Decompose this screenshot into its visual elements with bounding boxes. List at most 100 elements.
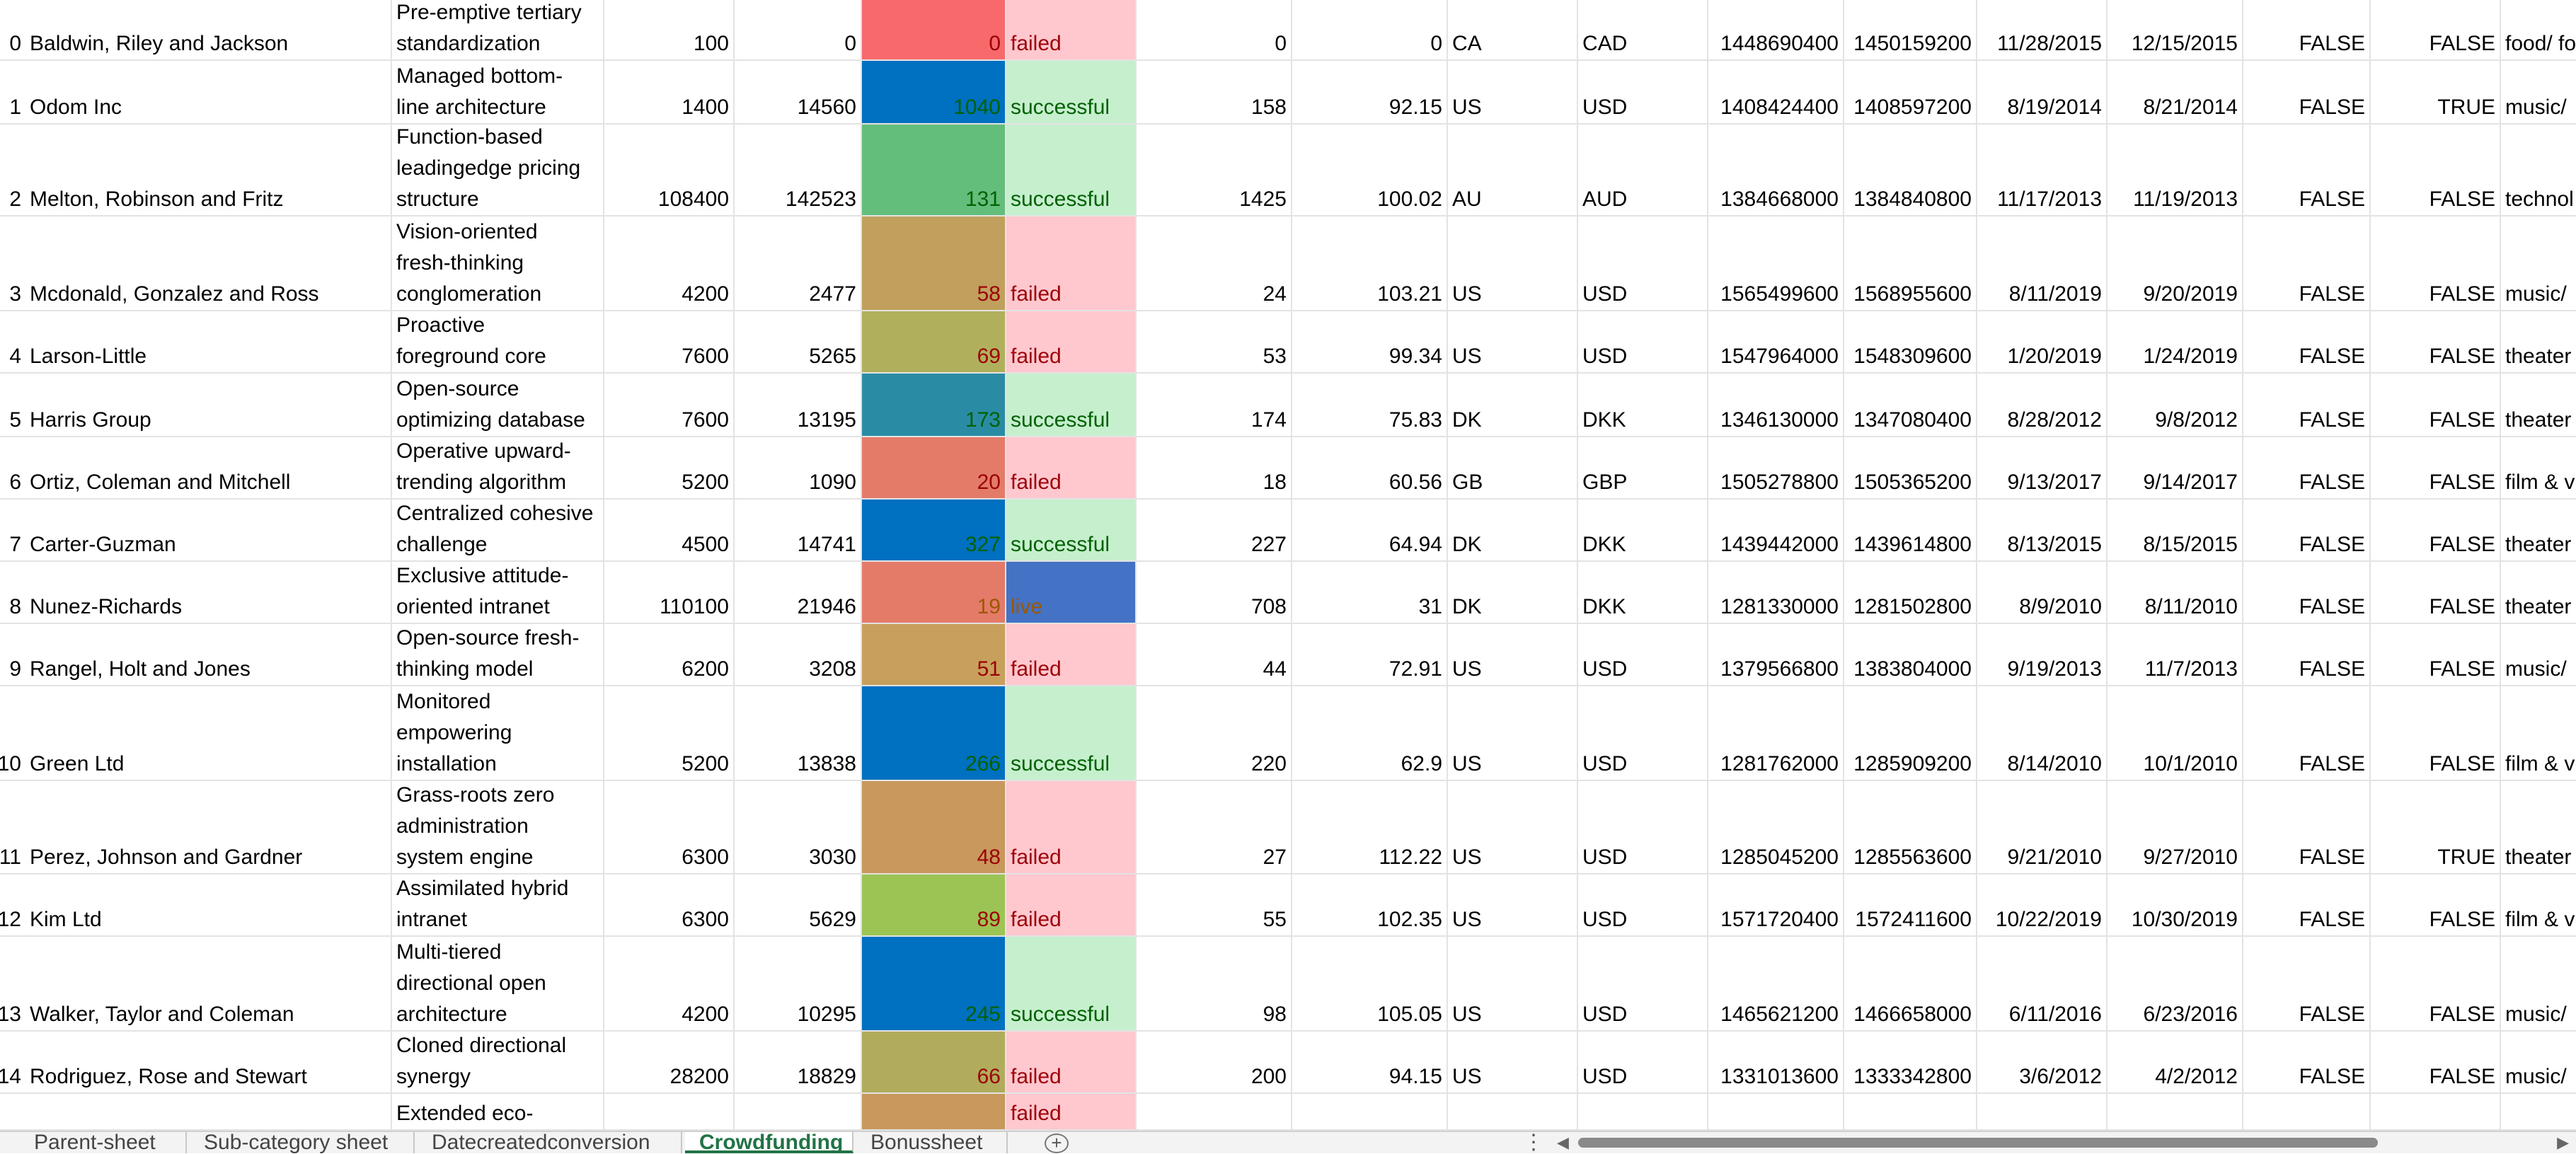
cell-end[interactable]: 9/20/2019 bbox=[2108, 217, 2243, 310]
cell-country[interactable]: US bbox=[1448, 624, 1578, 685]
cell-percent[interactable]: 327 bbox=[862, 500, 1006, 560]
cell-pledged[interactable]: 5629 bbox=[735, 875, 862, 935]
cell-pledged[interactable]: 2477 bbox=[735, 217, 862, 310]
cell-deadline[interactable]: 1285563600 bbox=[1844, 781, 1977, 873]
cell-outcome[interactable]: successful bbox=[1006, 500, 1137, 560]
cell-blurb[interactable]: Function-based leadingedge pricing structu… bbox=[392, 125, 604, 215]
sheet-tab[interactable]: Bonussheet bbox=[856, 1132, 1008, 1153]
cell-pledged[interactable]: 1090 bbox=[735, 437, 862, 498]
cell-start[interactable]: 8/28/2012 bbox=[1977, 374, 2108, 436]
cell-spotlight[interactable]: FALSE bbox=[2371, 624, 2501, 685]
cell-company[interactable]: Baldwin, Riley and Jackson bbox=[25, 0, 392, 59]
cell-spotlight[interactable]: TRUE bbox=[2371, 61, 2501, 123]
cell-backers[interactable]: 27 bbox=[1137, 781, 1292, 873]
cell-deadline[interactable]: 1505365200 bbox=[1844, 437, 1977, 498]
cell-country[interactable]: US bbox=[1448, 1032, 1578, 1092]
cell-avg[interactable]: 92.15 bbox=[1292, 61, 1448, 123]
cell-goal[interactable]: 4500 bbox=[604, 500, 735, 560]
cell-deadline[interactable]: 1408597200 bbox=[1844, 61, 1977, 123]
cell-percent[interactable]: 131 bbox=[862, 125, 1006, 215]
cell-outcome[interactable]: live bbox=[1006, 562, 1137, 623]
cell-pledged[interactable]: 14560 bbox=[735, 61, 862, 123]
cell-company[interactable]: Ortiz, Coleman and Mitchell bbox=[25, 437, 392, 498]
cell-currency[interactable]: USD bbox=[1578, 1032, 1708, 1092]
cell-backers[interactable]: 44 bbox=[1137, 624, 1292, 685]
scroll-left-icon[interactable]: ◀ bbox=[1557, 1133, 1569, 1151]
cell-backers[interactable]: 1425 bbox=[1137, 125, 1292, 215]
cell-avg[interactable]: 62.9 bbox=[1292, 686, 1448, 780]
cell-end[interactable]: 10/30/2019 bbox=[2108, 875, 2243, 935]
cell-id[interactable]: 10 bbox=[0, 752, 21, 775]
cell-spotlight[interactable] bbox=[2371, 1094, 2501, 1129]
cell-start[interactable]: 1/20/2019 bbox=[1977, 311, 2108, 372]
cell-pledged[interactable]: 13838 bbox=[735, 686, 862, 780]
cell-company[interactable]: Melton, Robinson and Fritz bbox=[25, 125, 392, 215]
cell-percent[interactable]: 0 bbox=[862, 0, 1006, 59]
cell-launched[interactable]: 1565499600 bbox=[1708, 217, 1844, 310]
cell-deadline[interactable]: 1333342800 bbox=[1844, 1032, 1977, 1092]
cell-staff-pick[interactable]: FALSE bbox=[2243, 0, 2371, 59]
cell-id[interactable]: 4 bbox=[9, 345, 21, 368]
cell-staff-pick[interactable]: FALSE bbox=[2243, 937, 2371, 1030]
cell-start[interactable]: 11/17/2013 bbox=[1977, 125, 2108, 215]
cell-blurb[interactable]: Multi-tiered directional open architecture bbox=[392, 937, 604, 1030]
cell-spotlight[interactable]: FALSE bbox=[2371, 875, 2501, 935]
cell-start[interactable]: 6/11/2016 bbox=[1977, 937, 2108, 1030]
cell-staff-pick[interactable]: FALSE bbox=[2243, 686, 2371, 780]
cell-avg[interactable]: 31 bbox=[1292, 562, 1448, 623]
cell-launched[interactable]: 1331013600 bbox=[1708, 1032, 1844, 1092]
cell-category[interactable]: music/ bbox=[2501, 1032, 2576, 1092]
cell-currency[interactable]: USD bbox=[1578, 217, 1708, 310]
cell-goal[interactable]: 100 bbox=[604, 0, 735, 59]
cell-end[interactable]: 9/14/2017 bbox=[2108, 437, 2243, 498]
cell-backers[interactable]: 55 bbox=[1137, 875, 1292, 935]
cell-company[interactable]: Walker, Taylor and Coleman bbox=[25, 937, 392, 1030]
cell-spotlight[interactable]: FALSE bbox=[2371, 1032, 2501, 1092]
cell-outcome[interactable]: failed bbox=[1006, 1032, 1137, 1092]
cell-blurb[interactable]: Grass-roots zero administration system eng… bbox=[392, 781, 604, 873]
cell-percent[interactable]: 66 bbox=[862, 1032, 1006, 1092]
cell-category[interactable]: theater bbox=[2501, 781, 2576, 873]
cell-avg[interactable]: 112.22 bbox=[1292, 781, 1448, 873]
cell-deadline[interactable]: 1568955600 bbox=[1844, 217, 1977, 310]
cell-currency[interactable]: USD bbox=[1578, 686, 1708, 780]
cell-company[interactable]: Larson-Little bbox=[25, 311, 392, 372]
cell-outcome[interactable]: failed bbox=[1006, 311, 1137, 372]
cell-percent[interactable]: 1040 bbox=[862, 61, 1006, 123]
cell-id[interactable]: 11 bbox=[0, 846, 21, 869]
cell-end[interactable]: 8/15/2015 bbox=[2108, 500, 2243, 560]
cell-avg[interactable]: 64.94 bbox=[1292, 500, 1448, 560]
cell-staff-pick[interactable]: FALSE bbox=[2243, 374, 2371, 436]
cell-staff-pick[interactable]: FALSE bbox=[2243, 781, 2371, 873]
cell-blurb[interactable]: Open-source fresh-thinking model bbox=[392, 624, 604, 685]
cell-staff-pick[interactable]: FALSE bbox=[2243, 500, 2371, 560]
cell-avg[interactable] bbox=[1292, 1094, 1448, 1129]
cell-start[interactable]: 9/21/2010 bbox=[1977, 781, 2108, 873]
cell-category[interactable]: music/ bbox=[2501, 937, 2576, 1030]
cell-end[interactable]: 4/2/2012 bbox=[2108, 1032, 2243, 1092]
cell-avg[interactable]: 75.83 bbox=[1292, 374, 1448, 436]
cell-currency[interactable]: USD bbox=[1578, 875, 1708, 935]
cell-staff-pick[interactable] bbox=[2243, 1094, 2371, 1129]
cell-percent[interactable]: 48 bbox=[862, 781, 1006, 873]
cell-currency[interactable]: GBP bbox=[1578, 437, 1708, 498]
cell-percent[interactable]: 58 bbox=[862, 217, 1006, 310]
cell-staff-pick[interactable]: FALSE bbox=[2243, 875, 2371, 935]
cell-backers[interactable]: 227 bbox=[1137, 500, 1292, 560]
cell-outcome[interactable]: failed bbox=[1006, 0, 1137, 59]
cell-end[interactable]: 12/15/2015 bbox=[2108, 0, 2243, 59]
cell-goal[interactable]: 4200 bbox=[604, 217, 735, 310]
cell-country[interactable]: GB bbox=[1448, 437, 1578, 498]
cell-spotlight[interactable]: FALSE bbox=[2371, 311, 2501, 372]
cell-country[interactable]: CA bbox=[1448, 0, 1578, 59]
cell-outcome[interactable]: failed bbox=[1006, 624, 1137, 685]
cell-outcome[interactable]: successful bbox=[1006, 61, 1137, 123]
cell-id[interactable]: 14 bbox=[0, 1065, 21, 1088]
cell-country[interactable]: US bbox=[1448, 875, 1578, 935]
cell-staff-pick[interactable]: FALSE bbox=[2243, 61, 2371, 123]
cell-percent[interactable] bbox=[862, 1094, 1006, 1129]
cell-spotlight[interactable]: FALSE bbox=[2371, 217, 2501, 310]
cell-start[interactable]: 11/28/2015 bbox=[1977, 0, 2108, 59]
cell-category[interactable]: technol bbox=[2501, 125, 2576, 215]
cell-start[interactable]: 8/9/2010 bbox=[1977, 562, 2108, 623]
